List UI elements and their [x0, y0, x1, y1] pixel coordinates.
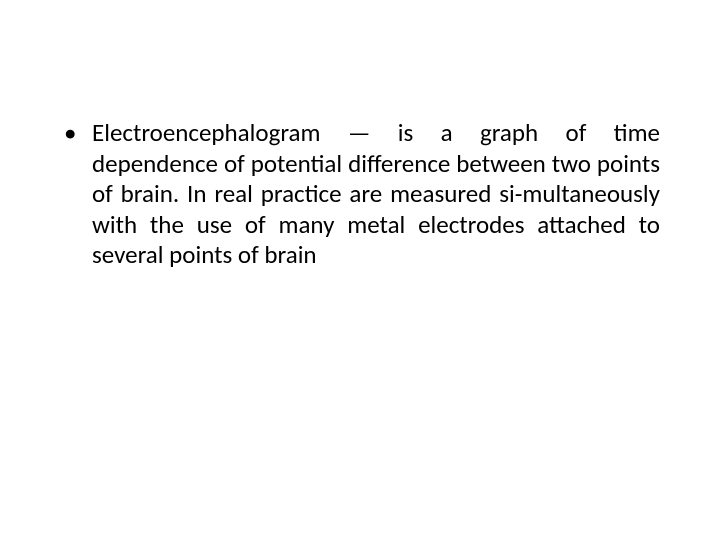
- bullet-text: Electroencephalogram — is a graph of tim…: [92, 117, 660, 270]
- bullet-list: Electroencephalogram — is a graph of tim…: [60, 118, 660, 271]
- list-item: Electroencephalogram — is a graph of tim…: [60, 118, 660, 271]
- slide-body: Electroencephalogram — is a graph of tim…: [60, 118, 660, 271]
- slide: Electroencephalogram — is a graph of tim…: [0, 0, 720, 540]
